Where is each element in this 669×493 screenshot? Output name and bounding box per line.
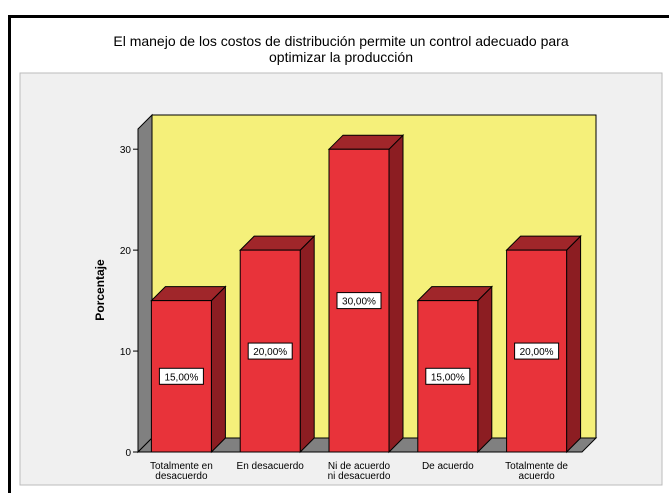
value-label-box [514,342,560,360]
value-label-box [158,367,204,385]
left-wall [137,113,153,454]
x-tick-label: Totalmente en desacuerdo [150,461,213,482]
value-label-box [336,292,382,310]
bar [416,285,494,454]
bar-side [477,285,493,454]
x-tick-label: De acuerdo [422,461,474,472]
value-label-box [425,367,471,385]
y-axis-label: Porcentaje [93,259,107,321]
bar-side [388,133,404,454]
value-label: 20,00% [520,347,554,358]
value-label: 15,00% [164,372,198,383]
bar-side [210,285,226,454]
value-label: 20,00% [253,347,287,358]
x-tick-label: En desacuerdo [237,461,305,472]
bar-side [299,234,315,454]
y-tick-label: 10 [120,347,132,358]
chart-title: El manejo de los costos de distribución … [113,33,568,65]
frame [8,15,669,493]
value-label-box [247,342,293,360]
y-tick-label: 30 [120,145,132,156]
y-tick-label: 20 [120,246,132,257]
value-label: 30,00% [342,297,376,308]
bar-side [566,234,582,454]
value-label: 15,00% [431,372,465,383]
x-tick-label: Totalmente de acuerdo [505,461,568,482]
x-tick-label: Ni de acuerdo ni desacuerdo [328,461,391,482]
y-tick-label: 0 [125,448,131,459]
